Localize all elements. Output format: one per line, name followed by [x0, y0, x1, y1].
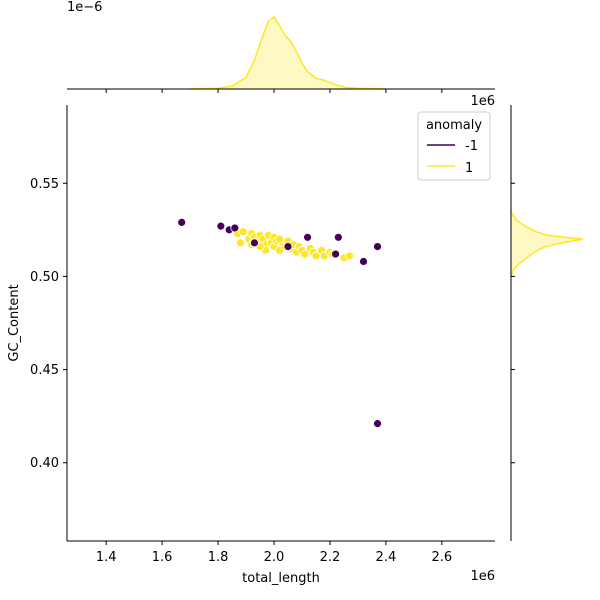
right-marginal-ticks	[511, 182, 515, 464]
top-marginal-offset-text: 1e−6	[67, 0, 102, 15]
y-axis-ticks: 0.40 0.45 0.50 0.55	[30, 177, 67, 471]
legend: anomaly -1 1	[417, 111, 491, 181]
normal-point	[300, 249, 310, 259]
x-tick-label: 1.8	[208, 550, 229, 565]
y-tick-label: 0.40	[30, 456, 59, 471]
legend-frame	[417, 111, 491, 181]
legend-label-neg1: -1	[465, 139, 478, 154]
x-tick-label: 1.6	[152, 550, 173, 565]
y-axis-offset-text: 1e6	[470, 94, 495, 109]
x-tick-label: 2.6	[432, 550, 453, 565]
anomaly-point	[373, 242, 382, 252]
legend-title: anomaly	[426, 118, 482, 133]
x-axis-ticks: 1.4 1.6 1.8 2.0 2.2 2.4 2.6	[96, 541, 452, 565]
anomaly-point	[331, 249, 340, 259]
anomaly-point	[216, 221, 226, 231]
y-axis-label: GC_Content	[7, 284, 22, 361]
main-axes: 1.4 1.6 1.8 2.0 2.2 2.4 2.6 0.40 0.45 0.50 0.55 t…	[7, 94, 495, 586]
x-tick-label: 2.0	[264, 550, 285, 565]
anomaly-point	[177, 217, 187, 227]
x-tick-label: 2.2	[320, 550, 341, 565]
scatter-points	[177, 217, 382, 429]
normal-point	[238, 227, 248, 237]
top-marginal-ticks	[105, 89, 443, 93]
anomaly-point	[333, 232, 343, 242]
y-tick-label: 0.45	[30, 363, 59, 378]
top-marginal: 1e−6	[67, 0, 495, 93]
y-tick-label: 0.55	[30, 177, 59, 192]
normal-point	[345, 251, 354, 261]
normal-point	[275, 234, 285, 244]
anomaly-point	[250, 238, 259, 248]
top-marginal-kde-line	[190, 15, 386, 90]
right-marginal-kde-line	[510, 210, 584, 277]
legend-label-pos1: 1	[465, 161, 473, 176]
anomaly-point	[283, 242, 293, 252]
normal-point	[236, 238, 245, 248]
right-marginal-kde-fill	[511, 211, 583, 277]
anomaly-point	[230, 223, 240, 233]
x-tick-label: 2.4	[376, 550, 397, 565]
x-axis-offset-text: 1e6	[470, 569, 495, 584]
anomaly-point	[373, 419, 382, 429]
anomaly-point	[359, 257, 368, 266]
x-axis-label: total_length	[242, 571, 320, 586]
top-marginal-kde-fill	[190, 17, 386, 89]
y-tick-label: 0.50	[30, 270, 59, 285]
x-tick-label: 1.4	[96, 550, 117, 565]
anomaly-point	[303, 232, 312, 242]
right-marginal	[510, 105, 584, 541]
